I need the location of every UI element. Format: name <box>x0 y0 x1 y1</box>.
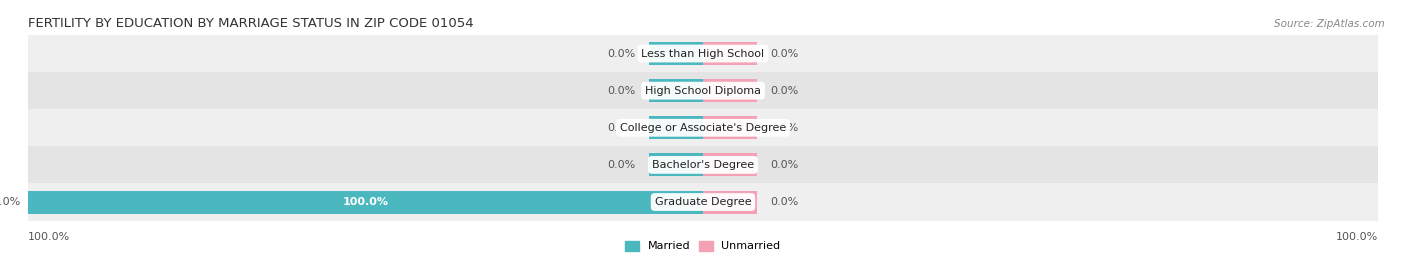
Text: College or Associate's Degree: College or Associate's Degree <box>620 123 786 133</box>
Text: FERTILITY BY EDUCATION BY MARRIAGE STATUS IN ZIP CODE 01054: FERTILITY BY EDUCATION BY MARRIAGE STATU… <box>28 17 474 30</box>
Bar <box>703 79 756 102</box>
Bar <box>650 116 703 139</box>
Bar <box>28 190 703 214</box>
Text: Source: ZipAtlas.com: Source: ZipAtlas.com <box>1274 19 1385 29</box>
Text: 0.0%: 0.0% <box>770 123 799 133</box>
Text: 0.0%: 0.0% <box>607 86 636 96</box>
Bar <box>703 116 756 139</box>
Bar <box>650 42 703 65</box>
Text: 100.0%: 100.0% <box>0 197 21 207</box>
Text: Less than High School: Less than High School <box>641 48 765 59</box>
Bar <box>28 109 1378 146</box>
Bar <box>28 183 1378 221</box>
Text: 100.0%: 100.0% <box>28 232 70 242</box>
Text: Graduate Degree: Graduate Degree <box>655 197 751 207</box>
Text: 0.0%: 0.0% <box>770 197 799 207</box>
Bar <box>28 72 1378 109</box>
Bar <box>28 146 1378 183</box>
Text: 0.0%: 0.0% <box>607 48 636 59</box>
Bar <box>703 190 756 214</box>
Text: 100.0%: 100.0% <box>1336 232 1378 242</box>
Text: 0.0%: 0.0% <box>770 48 799 59</box>
Bar <box>28 35 1378 72</box>
Bar <box>650 153 703 176</box>
Bar <box>703 42 756 65</box>
Text: 0.0%: 0.0% <box>607 160 636 170</box>
Text: High School Diploma: High School Diploma <box>645 86 761 96</box>
Legend: Married, Unmarried: Married, Unmarried <box>621 236 785 256</box>
Bar <box>703 153 756 176</box>
Text: 0.0%: 0.0% <box>607 123 636 133</box>
Text: 0.0%: 0.0% <box>770 160 799 170</box>
Bar <box>650 79 703 102</box>
Text: 0.0%: 0.0% <box>770 86 799 96</box>
Text: 100.0%: 100.0% <box>343 197 388 207</box>
Text: Bachelor's Degree: Bachelor's Degree <box>652 160 754 170</box>
